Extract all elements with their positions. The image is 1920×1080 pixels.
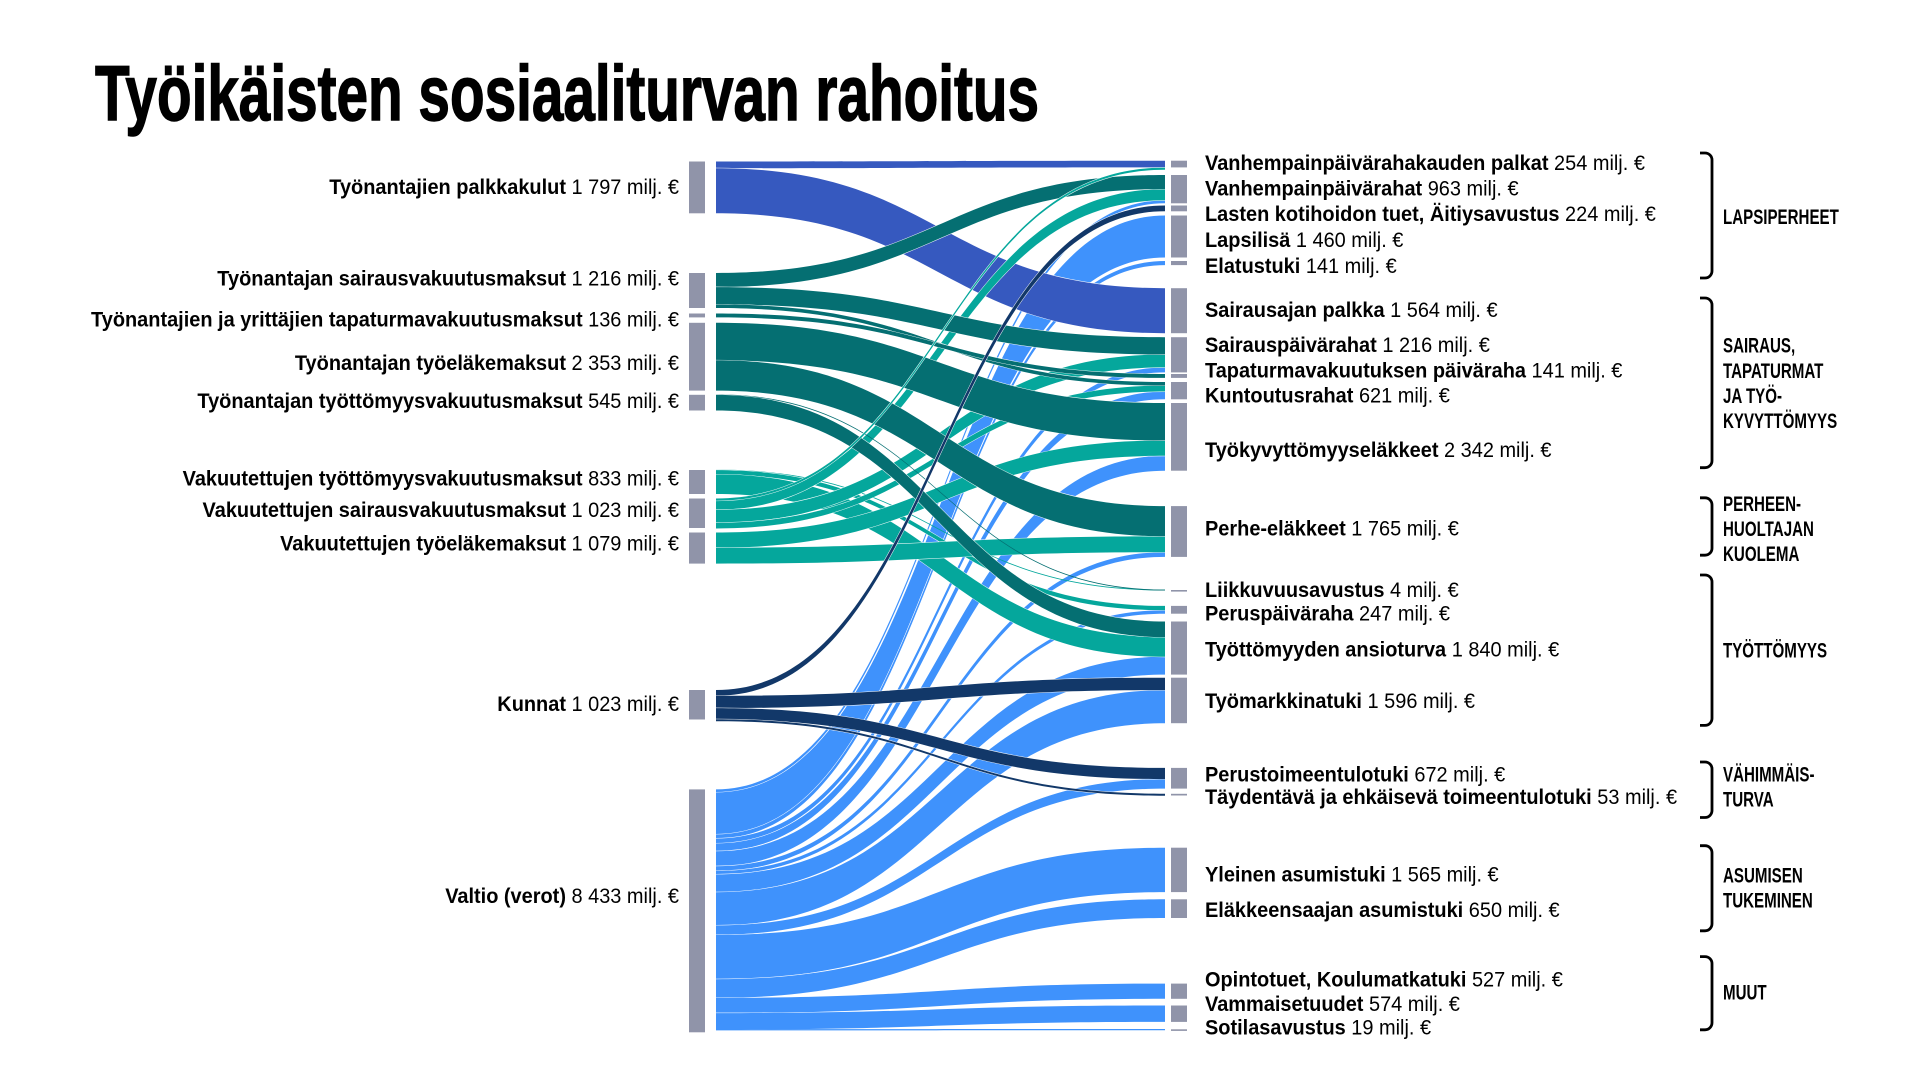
svg-text:Työmarkkinatuki 1 596 milj. €: Työmarkkinatuki 1 596 milj. € <box>1205 689 1476 713</box>
svg-text:Liikkuvuusavustus 4 milj. €: Liikkuvuusavustus 4 milj. € <box>1205 578 1459 602</box>
svg-text:JA TYÖ-: JA TYÖ- <box>1723 383 1782 407</box>
svg-text:Sairausajan palkka 1 564 milj.: Sairausajan palkka 1 564 milj. € <box>1205 299 1498 323</box>
svg-text:LAPSIPERHEET: LAPSIPERHEET <box>1723 205 1839 229</box>
svg-text:SAIRAUS,: SAIRAUS, <box>1723 333 1795 357</box>
svg-text:Työkyvyttömyyseläkkeet 2 342 m: Työkyvyttömyyseläkkeet 2 342 milj. € <box>1205 438 1552 462</box>
svg-text:TAPATURMAT: TAPATURMAT <box>1723 358 1823 382</box>
svg-text:KYVYTTÖMYYS: KYVYTTÖMYYS <box>1723 408 1837 432</box>
svg-text:Vakuutettujen työttömyysvakuut: Vakuutettujen työttömyysvakuutusmaksut 8… <box>183 467 680 491</box>
svg-text:KUOLEMA: KUOLEMA <box>1723 541 1799 565</box>
svg-text:Työnantajan sairausvakuutusmak: Työnantajan sairausvakuutusmaksut 1 216 … <box>217 267 679 291</box>
svg-text:Peruspäiväraha 247 milj. €: Peruspäiväraha 247 milj. € <box>1205 602 1451 626</box>
svg-text:HUOLTAJAN: HUOLTAJAN <box>1723 516 1814 540</box>
svg-text:Kunnat 1 023 milj. €: Kunnat 1 023 milj. € <box>497 693 679 717</box>
svg-text:Sotilasavustus 19 milj. €: Sotilasavustus 19 milj. € <box>1205 1016 1432 1040</box>
svg-text:Perhe-eläkkeet 1 765 milj. €: Perhe-eläkkeet 1 765 milj. € <box>1205 517 1459 541</box>
svg-text:Vakuutettujen työeläkemaksut 1: Vakuutettujen työeläkemaksut 1 079 milj.… <box>280 532 680 556</box>
svg-text:Vanhempainpäivärahakauden palk: Vanhempainpäivärahakauden palkat 254 mil… <box>1205 151 1646 175</box>
svg-text:Vanhempainpäivärahat 963 milj.: Vanhempainpäivärahat 963 milj. € <box>1205 177 1519 201</box>
svg-text:MUUT: MUUT <box>1723 980 1767 1004</box>
svg-text:Työttömyyden ansioturva 1 840: Työttömyyden ansioturva 1 840 milj. € <box>1205 638 1560 662</box>
svg-text:Työnantajan työeläkemaksut 2 3: Työnantajan työeläkemaksut 2 353 milj. € <box>295 352 680 376</box>
svg-text:Työnantajien palkkakulut 1 797: Työnantajien palkkakulut 1 797 milj. € <box>329 175 679 199</box>
svg-text:Työnantajien ja yrittäjien tap: Työnantajien ja yrittäjien tapaturmavaku… <box>91 308 680 332</box>
svg-text:Perustoimeentulotuki 672 milj.: Perustoimeentulotuki 672 milj. € <box>1205 763 1506 787</box>
svg-text:TUKEMINEN: TUKEMINEN <box>1723 888 1813 912</box>
svg-text:Vammaisetuudet 574 milj. €: Vammaisetuudet 574 milj. € <box>1205 993 1460 1017</box>
svg-text:Opintotuet, Koulumatkatuki 527: Opintotuet, Koulumatkatuki 527 milj. € <box>1205 968 1563 992</box>
svg-text:Kuntoutusrahat 621 milj. €: Kuntoutusrahat 621 milj. € <box>1205 384 1450 408</box>
svg-text:ASUMISEN: ASUMISEN <box>1723 863 1803 887</box>
svg-text:Sairauspäivärahat 1 216 milj.: Sairauspäivärahat 1 216 milj. € <box>1205 333 1490 357</box>
svg-text:Täydentävä ja ehkäisevä toimee: Täydentävä ja ehkäisevä toimeentulotuki … <box>1205 786 1678 810</box>
svg-text:Eläkkeensaajan asumistuki 650: Eläkkeensaajan asumistuki 650 milj. € <box>1205 899 1560 923</box>
svg-text:Tapaturmavakuutuksen päiväraha: Tapaturmavakuutuksen päiväraha 141 milj.… <box>1205 359 1623 383</box>
svg-text:Vakuutettujen sairausvakuutusm: Vakuutettujen sairausvakuutusmaksut 1 02… <box>203 498 680 522</box>
svg-text:Yleinen asumistuki 1 565 milj.: Yleinen asumistuki 1 565 milj. € <box>1205 863 1499 887</box>
svg-text:Lapsilisä 1 460 milj. €: Lapsilisä 1 460 milj. € <box>1205 229 1404 253</box>
svg-text:TYÖTTÖMYYS: TYÖTTÖMYYS <box>1723 638 1827 662</box>
svg-text:TURVA: TURVA <box>1723 787 1774 811</box>
svg-text:Lasten kotihoidon tuet, Äitiys: Lasten kotihoidon tuet, Äitiysavustus 22… <box>1205 203 1656 227</box>
svg-text:Valtio (verot) 8 433 milj. €: Valtio (verot) 8 433 milj. € <box>445 885 679 909</box>
svg-text:PERHEEN-: PERHEEN- <box>1723 491 1801 515</box>
svg-text:Elatustuki 141 milj. €: Elatustuki 141 milj. € <box>1205 254 1397 278</box>
svg-text:VÄHIMMÄIS-: VÄHIMMÄIS- <box>1723 762 1814 786</box>
svg-text:Työnantajan työttömyysvakuutus: Työnantajan työttömyysvakuutusmaksut 545… <box>197 390 679 414</box>
svg-text:Työikäisten sosiaaliturvan rah: Työikäisten sosiaaliturvan rahoitus <box>95 49 1039 137</box>
